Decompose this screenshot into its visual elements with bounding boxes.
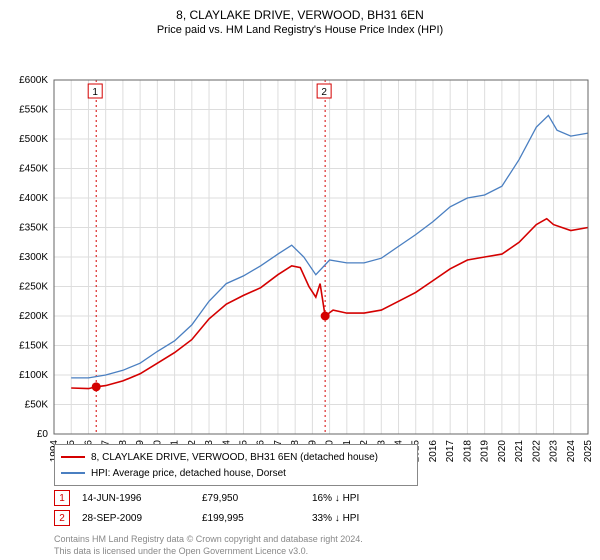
svg-text:£400K: £400K xyxy=(19,193,48,204)
svg-text:£300K: £300K xyxy=(19,252,48,263)
legend-label: 8, CLAYLAKE DRIVE, VERWOOD, BH31 6EN (de… xyxy=(91,452,378,463)
sale-hpi: 16% ↓ HPI xyxy=(312,493,422,504)
footnote-line1: Contains HM Land Registry data © Crown c… xyxy=(54,534,363,544)
chart-subtitle: Price paid vs. HM Land Registry's House … xyxy=(0,22,600,36)
legend-swatch xyxy=(61,472,85,474)
legend-swatch xyxy=(61,456,85,458)
svg-text:£0: £0 xyxy=(37,429,49,440)
svg-text:£50K: £50K xyxy=(25,400,49,411)
svg-text:£150K: £150K xyxy=(19,341,48,352)
footnote-line2: This data is licensed under the Open Gov… xyxy=(54,546,308,556)
svg-text:£350K: £350K xyxy=(19,223,48,234)
svg-text:1: 1 xyxy=(92,87,98,98)
svg-text:2023: 2023 xyxy=(549,440,560,463)
footnote: Contains HM Land Registry data © Crown c… xyxy=(54,534,363,557)
svg-text:2019: 2019 xyxy=(480,440,491,463)
svg-text:£500K: £500K xyxy=(19,134,48,145)
svg-text:2022: 2022 xyxy=(531,440,542,463)
sale-row: 2 28-SEP-2009£199,99533% ↓ HPI xyxy=(54,510,422,526)
chart-container: 8, CLAYLAKE DRIVE, VERWOOD, BH31 6EN Pri… xyxy=(0,0,600,560)
svg-text:£100K: £100K xyxy=(19,370,48,381)
sale-price: £79,950 xyxy=(202,493,312,504)
svg-text:2024: 2024 xyxy=(566,440,577,463)
svg-text:2020: 2020 xyxy=(497,440,508,463)
svg-text:£250K: £250K xyxy=(19,282,48,293)
svg-text:£550K: £550K xyxy=(19,105,48,116)
svg-text:2017: 2017 xyxy=(445,440,456,463)
legend-label: HPI: Average price, detached house, Dors… xyxy=(91,468,286,479)
svg-text:2025: 2025 xyxy=(583,440,594,463)
svg-text:2018: 2018 xyxy=(462,440,473,463)
sale-row: 1 14-JUN-1996£79,95016% ↓ HPI xyxy=(54,490,422,506)
svg-text:£600K: £600K xyxy=(19,75,48,86)
legend: 8, CLAYLAKE DRIVE, VERWOOD, BH31 6EN (de… xyxy=(54,444,418,486)
sale-date: 28-SEP-2009 xyxy=(82,513,202,524)
svg-text:2016: 2016 xyxy=(428,440,439,463)
legend-item: 8, CLAYLAKE DRIVE, VERWOOD, BH31 6EN (de… xyxy=(61,449,411,465)
sale-hpi: 33% ↓ HPI xyxy=(312,513,422,524)
sale-date: 14-JUN-1996 xyxy=(82,493,202,504)
sale-marker-badge: 1 xyxy=(54,490,70,506)
line-chart: £0 £50K £100K £150K £200K £250K £300K £350K £400… xyxy=(0,36,600,476)
legend-item: HPI: Average price, detached house, Dors… xyxy=(61,465,411,481)
svg-text:£200K: £200K xyxy=(19,311,48,322)
sale-price: £199,995 xyxy=(202,513,312,524)
chart-title: 8, CLAYLAKE DRIVE, VERWOOD, BH31 6EN xyxy=(0,0,600,22)
svg-text:£450K: £450K xyxy=(19,164,48,175)
svg-text:2021: 2021 xyxy=(514,440,525,463)
svg-text:2: 2 xyxy=(321,87,327,98)
sale-marker-badge: 2 xyxy=(54,510,70,526)
